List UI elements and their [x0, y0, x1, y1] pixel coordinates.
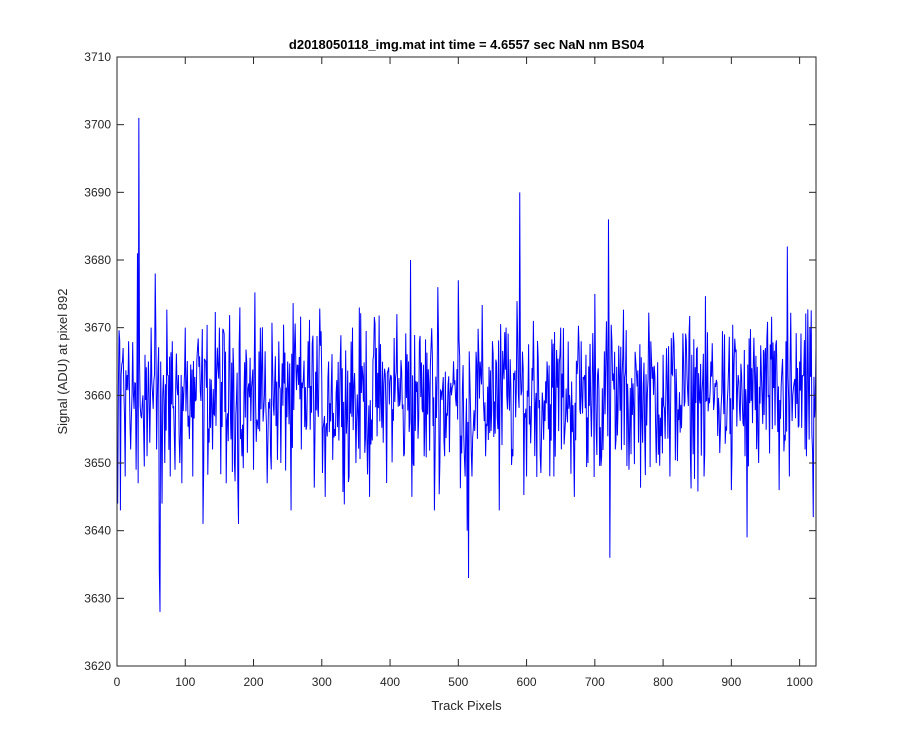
x-tick-label: 700	[585, 675, 605, 689]
y-tick-label: 3680	[84, 253, 111, 267]
y-tick-label: 3630	[84, 591, 111, 605]
x-tick-label: 400	[380, 675, 400, 689]
y-tick-label: 3710	[84, 50, 111, 64]
x-tick-label: 300	[312, 675, 332, 689]
y-tick-label: 3650	[84, 456, 111, 470]
y-tick-label: 3700	[84, 118, 111, 132]
axes-box	[116, 56, 817, 667]
x-axis-ticks: 0 100 200 300 400 500 600 700 800 900 1000	[114, 57, 813, 689]
x-tick-label: 100	[175, 675, 195, 689]
x-tick-label: 500	[448, 675, 468, 689]
y-axis-label: Signal (ADU) at pixel 892	[55, 289, 70, 435]
x-tick-label: 200	[244, 675, 264, 689]
x-tick-label: 1000	[786, 675, 813, 689]
x-tick-label: 600	[517, 675, 537, 689]
y-tick-label: 3690	[84, 185, 111, 199]
y-tick-label: 3640	[84, 524, 111, 538]
y-axis-ticks: 3620 3630 3640 3650 3660 3670 3680 3690 3700 3710	[84, 50, 816, 673]
chart-title: d2018050118_img.mat int time = 4.6557 se…	[289, 37, 645, 52]
series-layer	[117, 117, 817, 612]
x-tick-label: 900	[721, 675, 741, 689]
signal-series-line	[117, 117, 817, 612]
x-axis-label: Track Pixels	[431, 698, 502, 713]
x-tick-label: 800	[653, 675, 673, 689]
y-tick-label: 3670	[84, 321, 111, 335]
x-tick-label: 0	[114, 675, 121, 689]
y-tick-label: 3620	[84, 659, 111, 673]
y-tick-label: 3660	[84, 388, 111, 402]
